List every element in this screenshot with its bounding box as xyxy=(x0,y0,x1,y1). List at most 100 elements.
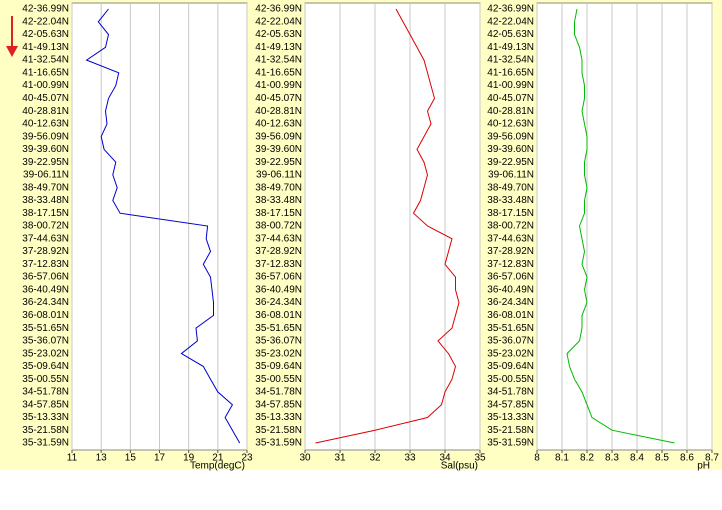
y-tick-label: 39-39.60N xyxy=(22,144,69,155)
x-tick-label: 8.3 xyxy=(605,453,619,464)
y-tick-label: 39-39.60N xyxy=(255,144,302,155)
y-tick-label: 35-36.07N xyxy=(22,336,69,347)
y-tick-label: 37-44.63N xyxy=(255,233,302,244)
x-tick-label: 11 xyxy=(67,453,78,464)
profile-line xyxy=(566,8,675,444)
y-tick-label: 38-49.70N xyxy=(255,182,302,193)
x-tick-label: 34 xyxy=(439,453,451,464)
y-tick-label: 35-00.55N xyxy=(255,374,302,385)
y-tick-label: 39-56.09N xyxy=(22,131,69,142)
y-tick-label: 38-17.15N xyxy=(255,208,302,219)
y-tick-label: 35-31.59N xyxy=(487,438,534,449)
y-tick-label: 40-28.81N xyxy=(255,106,302,117)
y-tick-label: 38-49.70N xyxy=(22,182,69,193)
y-tick-label: 34-57.85N xyxy=(22,399,69,410)
y-tick-label: 39-22.95N xyxy=(22,157,69,168)
y-tick-label: 35-51.65N xyxy=(487,323,534,334)
y-tick-label: 41-16.65N xyxy=(255,67,302,78)
y-tick-label: 39-22.95N xyxy=(487,157,534,168)
y-tick-label: 36-08.01N xyxy=(255,310,302,321)
y-tick-label: 35-13.33N xyxy=(22,412,69,423)
y-tick-label: 36-24.34N xyxy=(22,297,69,308)
y-tick-label: 35-09.64N xyxy=(255,361,302,372)
x-axis-title: Temp(degC) xyxy=(190,461,245,472)
x-tick-label: 21 xyxy=(212,453,224,464)
x-tick-label: 23 xyxy=(241,453,253,464)
x-tick-label: 31 xyxy=(334,453,346,464)
y-tick-label: 41-00.99N xyxy=(22,80,69,91)
x-tick-label: 8.4 xyxy=(630,453,644,464)
y-tick-label: 42-22.04N xyxy=(255,16,302,27)
x-tick-label: 19 xyxy=(183,453,195,464)
y-tick-label: 36-57.06N xyxy=(487,272,534,283)
x-tick-label: 35 xyxy=(474,453,486,464)
plot-area xyxy=(536,2,713,451)
y-tick-label: 39-39.60N xyxy=(487,144,534,155)
y-tick-label: 38-33.48N xyxy=(487,195,534,206)
y-tick-label: 42-22.04N xyxy=(487,16,534,27)
y-tick-label: 41-32.54N xyxy=(255,55,302,66)
y-tick-label: 40-45.07N xyxy=(487,93,534,104)
y-tick-label: 42-36.99N xyxy=(22,4,69,15)
y-tick-label: 34-51.78N xyxy=(255,387,302,398)
y-tick-label: 37-28.92N xyxy=(487,246,534,257)
x-tick-label: 32 xyxy=(369,453,381,464)
y-tick-label: 36-40.49N xyxy=(22,284,69,295)
y-tick-label: 37-44.63N xyxy=(487,233,534,244)
y-tick-label: 35-23.02N xyxy=(255,348,302,359)
x-tick-label: 8.6 xyxy=(680,453,694,464)
y-tick-label: 35-31.59N xyxy=(255,438,302,449)
y-tick-label: 39-56.09N xyxy=(487,131,534,142)
y-tick-label: 37-12.83N xyxy=(255,259,302,270)
y-tick-label: 36-24.34N xyxy=(487,297,534,308)
x-tick-label: 8.2 xyxy=(580,453,594,464)
x-tick-label: 33 xyxy=(404,453,416,464)
y-tick-label: 36-57.06N xyxy=(22,272,69,283)
x-tick-label: 15 xyxy=(125,453,137,464)
y-tick-label: 35-23.02N xyxy=(487,348,534,359)
y-tick-label: 42-05.63N xyxy=(255,29,302,40)
y-tick-label: 39-56.09N xyxy=(255,131,302,142)
x-tick-label: 13 xyxy=(96,453,108,464)
y-tick-label: 41-00.99N xyxy=(255,80,302,91)
y-tick-label: 40-12.63N xyxy=(22,119,69,130)
y-tick-label: 37-12.83N xyxy=(22,259,69,270)
y-tick-label: 40-12.63N xyxy=(255,119,302,130)
y-tick-label: 42-36.99N xyxy=(255,4,302,15)
y-tick-label: 41-49.13N xyxy=(22,42,69,53)
y-tick-label: 35-13.33N xyxy=(487,412,534,423)
y-tick-label: 35-00.55N xyxy=(22,374,69,385)
y-tick-label: 36-24.34N xyxy=(255,297,302,308)
x-tick-label: 17 xyxy=(154,453,166,464)
x-axis-title: pH xyxy=(697,461,710,472)
y-tick-label: 39-06.11N xyxy=(256,170,302,181)
y-tick-label: 34-51.78N xyxy=(487,387,534,398)
plot-area xyxy=(304,2,481,451)
y-tick-label: 41-32.54N xyxy=(22,55,69,66)
y-tick-label: 40-12.63N xyxy=(487,119,534,130)
y-tick-label: 36-08.01N xyxy=(487,310,534,321)
y-tick-label: 42-05.63N xyxy=(22,29,69,40)
y-tick-label: 38-33.48N xyxy=(255,195,302,206)
y-tick-label: 41-00.99N xyxy=(487,80,534,91)
y-tick-label: 35-51.65N xyxy=(255,323,302,334)
y-tick-label: 40-45.07N xyxy=(22,93,69,104)
y-tick-label: 40-28.81N xyxy=(487,106,534,117)
y-tick-label: 40-45.07N xyxy=(255,93,302,104)
y-tick-label: 42-05.63N xyxy=(487,29,534,40)
x-tick-label: 8.7 xyxy=(705,453,719,464)
y-tick-label: 36-08.01N xyxy=(22,310,69,321)
indicator-arrow xyxy=(6,16,18,57)
y-tick-label: 36-40.49N xyxy=(255,284,302,295)
y-tick-label: 34-57.85N xyxy=(255,399,302,410)
y-tick-label: 35-13.33N xyxy=(255,412,302,423)
y-tick-label: 36-57.06N xyxy=(255,272,302,283)
x-tick-label: 8 xyxy=(534,453,540,464)
y-tick-label: 35-36.07N xyxy=(255,336,302,347)
y-tick-label: 39-06.11N xyxy=(488,170,534,181)
y-tick-label: 36-40.49N xyxy=(487,284,534,295)
y-tick-label: 41-49.13N xyxy=(487,42,534,53)
x-tick-label: 8.5 xyxy=(655,453,669,464)
y-tick-label: 35-36.07N xyxy=(487,336,534,347)
